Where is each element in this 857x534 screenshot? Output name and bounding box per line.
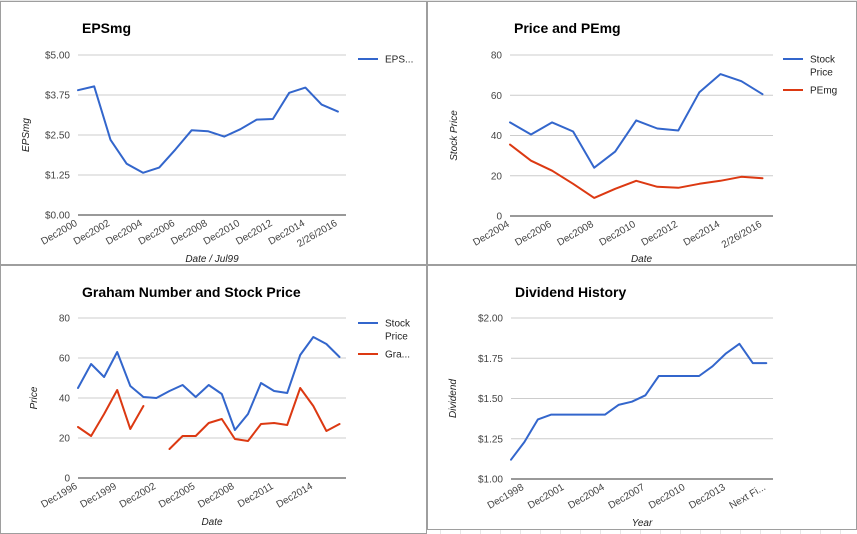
dividend-x-tick-label: Next Fi... bbox=[728, 482, 768, 512]
eps-legend-label: EPS... bbox=[385, 55, 413, 66]
graham-x-tick-label: Dec1996 bbox=[39, 481, 80, 511]
eps-series-line-1 bbox=[77, 85, 339, 174]
graham-series-line-1 bbox=[77, 336, 341, 431]
dividend-y-tick-label: $1.50 bbox=[478, 394, 503, 405]
eps-chart-svg: EPSmg$0.00$1.25$2.50$3.75$5.00Dec2000Dec… bbox=[21, 20, 413, 265]
graham-chart-panel: Graham Number and Stock Price 0 20 40 60 80 De… bbox=[0, 265, 427, 534]
graham-y-tick-label: 40 bbox=[59, 394, 71, 405]
graham-y-tick-label: 0 bbox=[64, 474, 70, 485]
price-pe-y-tick-label: 60 bbox=[491, 91, 503, 102]
dividend-x-tick-label: Dec1998 bbox=[486, 482, 527, 512]
dividend-x-tick-label: Dec2004 bbox=[566, 482, 607, 512]
price-pe-x-tick-label: Dec2010 bbox=[598, 219, 639, 249]
dividend-y-tick-label: $2.00 bbox=[478, 314, 503, 325]
price-pe-x-tick-label: Dec2006 bbox=[513, 219, 554, 249]
eps-y-tick-label: $1.25 bbox=[45, 171, 70, 182]
dividend-x-axis-label: Year bbox=[632, 518, 653, 529]
price-pe-x-axis-label: Date bbox=[631, 254, 653, 265]
price-pe-x-tick-label: Dec2012 bbox=[640, 219, 681, 249]
graham-y-tick-label: 20 bbox=[59, 434, 71, 445]
eps-y-tick-label: $2.50 bbox=[45, 131, 70, 142]
price-pe-series-line-1 bbox=[509, 73, 764, 169]
price-pe-y-tick-label: 20 bbox=[491, 171, 503, 182]
price-pe-legend-label: PEmg bbox=[810, 86, 837, 97]
graham-chart-svg: Graham Number and Stock Price 0 20 40 60 80 De… bbox=[29, 284, 411, 528]
price-pe-series-line-2 bbox=[509, 143, 764, 199]
dividend-chart-panel: Dividend History $1.00 $1.25 $1.50 $1.75 $2.0… bbox=[427, 265, 857, 530]
price-pe-x-tick-label: Dec2014 bbox=[682, 219, 723, 249]
graham-y-tick-label: 60 bbox=[59, 354, 71, 365]
dividend-x-tick-label: Dec2010 bbox=[647, 482, 688, 512]
graham-series-line-2 bbox=[77, 387, 341, 450]
dividend-y-tick-label: $1.25 bbox=[478, 434, 503, 445]
price-pe-y-tick-label: 40 bbox=[491, 131, 503, 142]
dividend-x-tick-label: Dec2013 bbox=[687, 482, 728, 512]
graham-x-tick-label: Dec1999 bbox=[79, 481, 120, 511]
price-pe-y-axis-label: Stock Price bbox=[449, 110, 460, 161]
graham-x-axis-label: Date bbox=[201, 517, 223, 528]
eps-y-tick-label: $0.00 bbox=[45, 211, 70, 222]
graham-legend-label: Stock Price bbox=[385, 319, 411, 343]
dividend-x-tick-label: Dec2001 bbox=[526, 482, 567, 512]
graham-y-axis-label: Price bbox=[29, 386, 40, 409]
graham-x-tick-label: Dec2005 bbox=[157, 481, 198, 511]
graham-x-tick-label: Dec2008 bbox=[196, 481, 237, 511]
eps-x-axis-label: Date / Jul99 bbox=[185, 254, 239, 265]
graham-y-tick-label: 80 bbox=[59, 314, 71, 325]
graham-x-tick-label: Dec2011 bbox=[236, 481, 276, 510]
price-pe-y-tick-label: 0 bbox=[496, 212, 502, 223]
graham-x-tick-label: Dec2002 bbox=[118, 481, 159, 511]
price-pe-chart-title: Price and PEmg bbox=[514, 20, 621, 36]
graham-chart-title: Graham Number and Stock Price bbox=[82, 284, 301, 300]
price-pe-x-tick-label: 2/26/2016 bbox=[720, 219, 764, 251]
price-pe-y-tick-label: 80 bbox=[491, 51, 503, 62]
eps-chart-panel: EPSmg $0.00 $1.25 $2.50 $3.75 $5.00 Dec2000 Dec… bbox=[0, 1, 427, 265]
eps-y-tick-label: $3.75 bbox=[45, 91, 70, 102]
price-pe-legend-label: Stock Price bbox=[810, 55, 836, 79]
graham-legend-label: Gra... bbox=[385, 350, 410, 361]
eps-y-axis-label: EPSmg bbox=[21, 118, 32, 152]
eps-chart-title: EPSmg bbox=[82, 20, 131, 36]
dividend-y-tick-label: $1.75 bbox=[478, 354, 503, 365]
graham-x-tick-label: Dec2014 bbox=[275, 481, 316, 511]
dividend-y-tick-label: $1.00 bbox=[478, 475, 503, 486]
dividend-y-axis-label: Dividend bbox=[448, 379, 459, 418]
price-pe-x-tick-label: Dec2008 bbox=[555, 219, 596, 249]
dividend-chart-title: Dividend History bbox=[515, 284, 626, 300]
eps-y-tick-label: $5.00 bbox=[45, 51, 70, 62]
dividend-chart-svg: Dividend History $1.00 $1.25 $1.50 $1.75 $2.0… bbox=[448, 284, 773, 529]
price-pe-x-tick-label: Dec2004 bbox=[471, 219, 512, 249]
dividend-x-tick-label: Dec2007 bbox=[607, 482, 648, 512]
price-pe-chart-panel: Price and PEmg 0 20 40 60 80 Dec2004 Dec2006 Dec… bbox=[427, 1, 857, 265]
dividend-series-line-1 bbox=[510, 342, 768, 461]
